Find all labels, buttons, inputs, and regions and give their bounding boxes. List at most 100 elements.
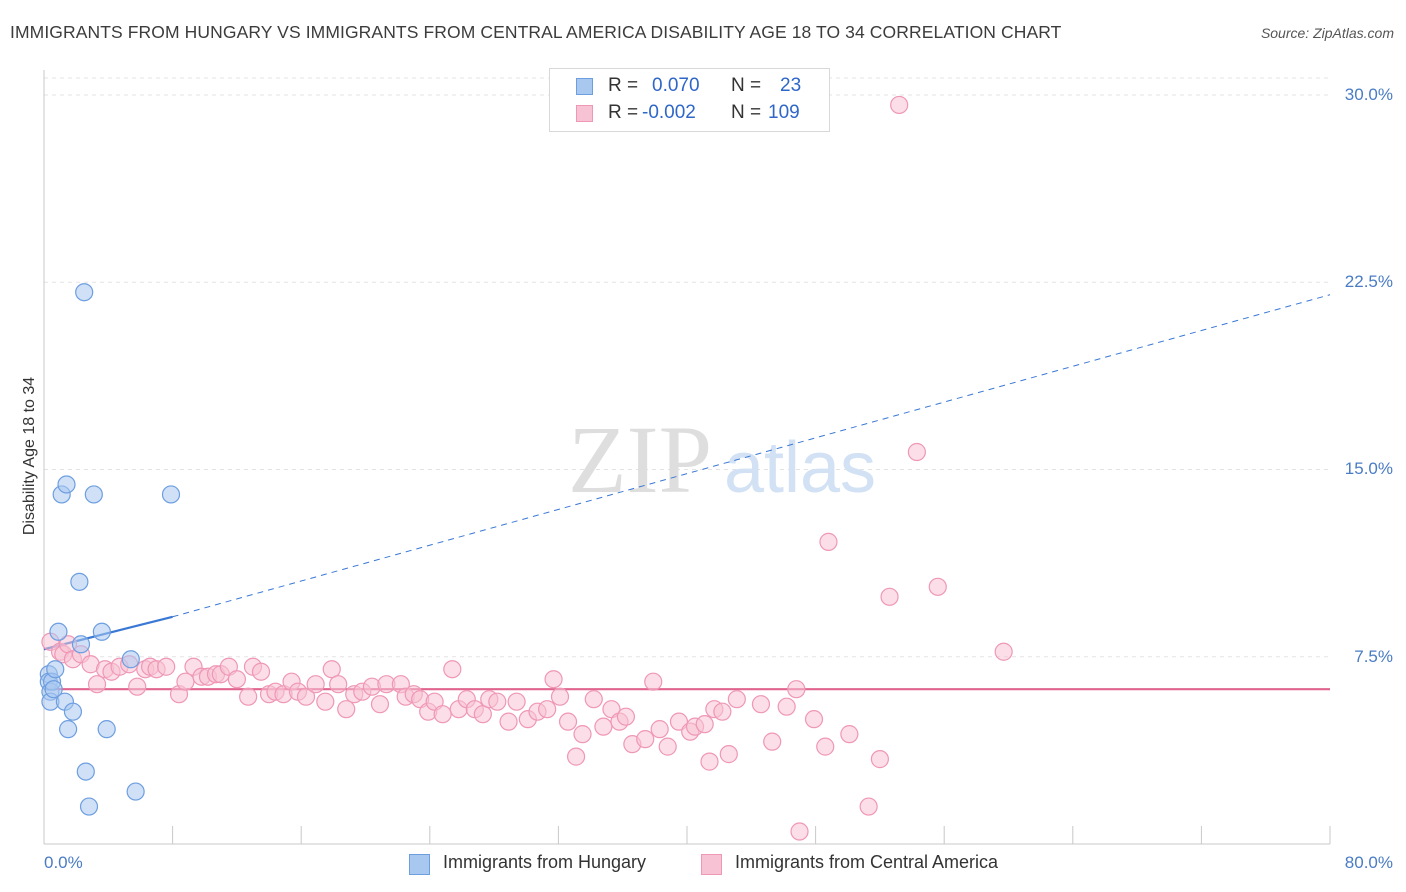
point-central-america-95 [819,532,838,551]
legend-n-label: N = [731,75,762,96]
point-central-america-83 [700,752,719,771]
point-central-america-7 [87,675,107,694]
point-central-america-77 [650,720,669,739]
y-tick-label-1: 15.0% [1344,459,1393,479]
point-hungary-18 [84,485,103,504]
x-tick-max: 80.0% [1344,853,1393,872]
point-central-america-88 [751,695,771,714]
point-central-america-103 [994,642,1013,661]
watermark: ZIP atlas [568,406,876,513]
point-central-america-76 [644,672,663,691]
point-central-america-26 [239,687,258,706]
point-central-america-43 [370,695,390,714]
point-hungary-14 [71,635,91,654]
x-tick-min: 0.0% [44,853,83,872]
point-central-america-35 [306,675,325,694]
series-legend-swatch-hungary [409,854,430,875]
point-central-america-59 [499,712,518,731]
point-central-america-38 [329,675,348,694]
point-central-america-66 [558,712,578,731]
point-central-america-82 [695,715,714,734]
point-central-america-56 [473,705,492,724]
point-central-america-34 [296,687,316,706]
point-central-america-52 [443,660,462,679]
point-central-america-25 [227,670,246,689]
point-hungary-15 [75,283,94,302]
point-hungary-13 [70,572,89,591]
legend-n-value-central-america: 109 [768,102,800,123]
point-central-america-60 [507,692,526,711]
point-hungary-19 [92,622,111,641]
point-central-america-89 [763,732,782,751]
point-central-america-64 [544,670,563,689]
point-central-america-37 [322,660,341,679]
point-hungary-10 [57,475,76,494]
point-central-america-12 [128,677,147,696]
axis-layer [43,70,1331,845]
point-central-america-65 [550,687,570,706]
legend-swatch-hungary [576,78,593,95]
point-central-america-86 [719,745,738,764]
correlation-legend: R = 0.070 N = 23 R = -0.002 N = 109 [549,68,830,132]
series-legend-swatch-central-america [701,854,722,875]
grid-layer [44,77,1330,658]
legend-swatch-central-america [576,105,593,122]
legend-r-label: R = [608,75,639,96]
watermark-atlas: atlas [724,428,876,508]
point-hungary-7 [49,622,68,641]
point-central-america-91 [787,680,806,699]
series-legend-label-central-america: Immigrants from Central America [735,852,999,872]
point-central-america-98 [870,750,890,769]
legend-r-label: R = [608,102,639,123]
point-central-america-69 [584,690,603,709]
series-legend-label-hungary: Immigrants from Hungary [443,852,647,872]
chart-source: Source: ZipAtlas.com [1260,25,1394,41]
point-hungary-17 [79,797,99,816]
point-central-america-75 [636,730,655,749]
point-central-america-39 [337,700,356,719]
point-hungary-20 [97,720,116,739]
y-axis-label: Disability Age 18 to 34 [21,376,38,536]
point-hungary-11 [59,720,78,739]
point-central-america-92 [790,822,809,841]
y-tick-label-2: 22.5% [1344,272,1393,292]
legend-r-value-hungary: 0.070 [652,75,700,96]
data-points [39,95,1013,841]
chart-title: IMMIGRANTS FROM HUNGARY VS IMMIGRANTS FR… [10,22,1062,42]
y-tick-label-0: 7.5% [1354,646,1393,666]
point-central-america-101 [907,442,926,462]
point-central-america-28 [251,662,271,681]
point-central-america-16 [157,657,176,676]
point-central-america-58 [488,692,507,711]
point-central-america-51 [433,705,452,724]
point-central-america-90 [777,697,796,716]
trend-line-hungary-dashed [172,294,1331,618]
point-hungary-5 [44,680,63,699]
point-central-america-87 [727,690,746,709]
point-central-america-85 [713,702,732,721]
point-hungary-22 [126,782,145,801]
point-hungary-21 [121,650,140,669]
y-tick-label-3: 30.0% [1344,84,1393,104]
legend-row-central-america: R = -0.002 N = 109 [550,101,829,127]
point-central-america-63 [538,700,557,719]
point-central-america-18 [176,672,195,691]
point-central-america-97 [859,797,878,816]
point-central-america-36 [316,692,335,711]
point-hungary-16 [76,762,95,781]
point-central-america-70 [594,717,613,736]
point-central-america-67 [566,747,586,766]
point-central-america-102 [928,577,947,596]
point-hungary-23 [161,485,181,504]
point-central-america-94 [816,737,835,756]
point-central-america-96 [840,725,859,744]
point-central-america-78 [658,737,677,756]
point-central-america-99 [880,587,899,606]
point-central-america-68 [573,725,592,744]
point-central-america-93 [804,710,824,729]
point-central-america-100 [890,95,909,115]
legend-n-label: N = [731,102,762,123]
series-legend: Immigrants from Hungary Immigrants from … [0,852,1406,878]
